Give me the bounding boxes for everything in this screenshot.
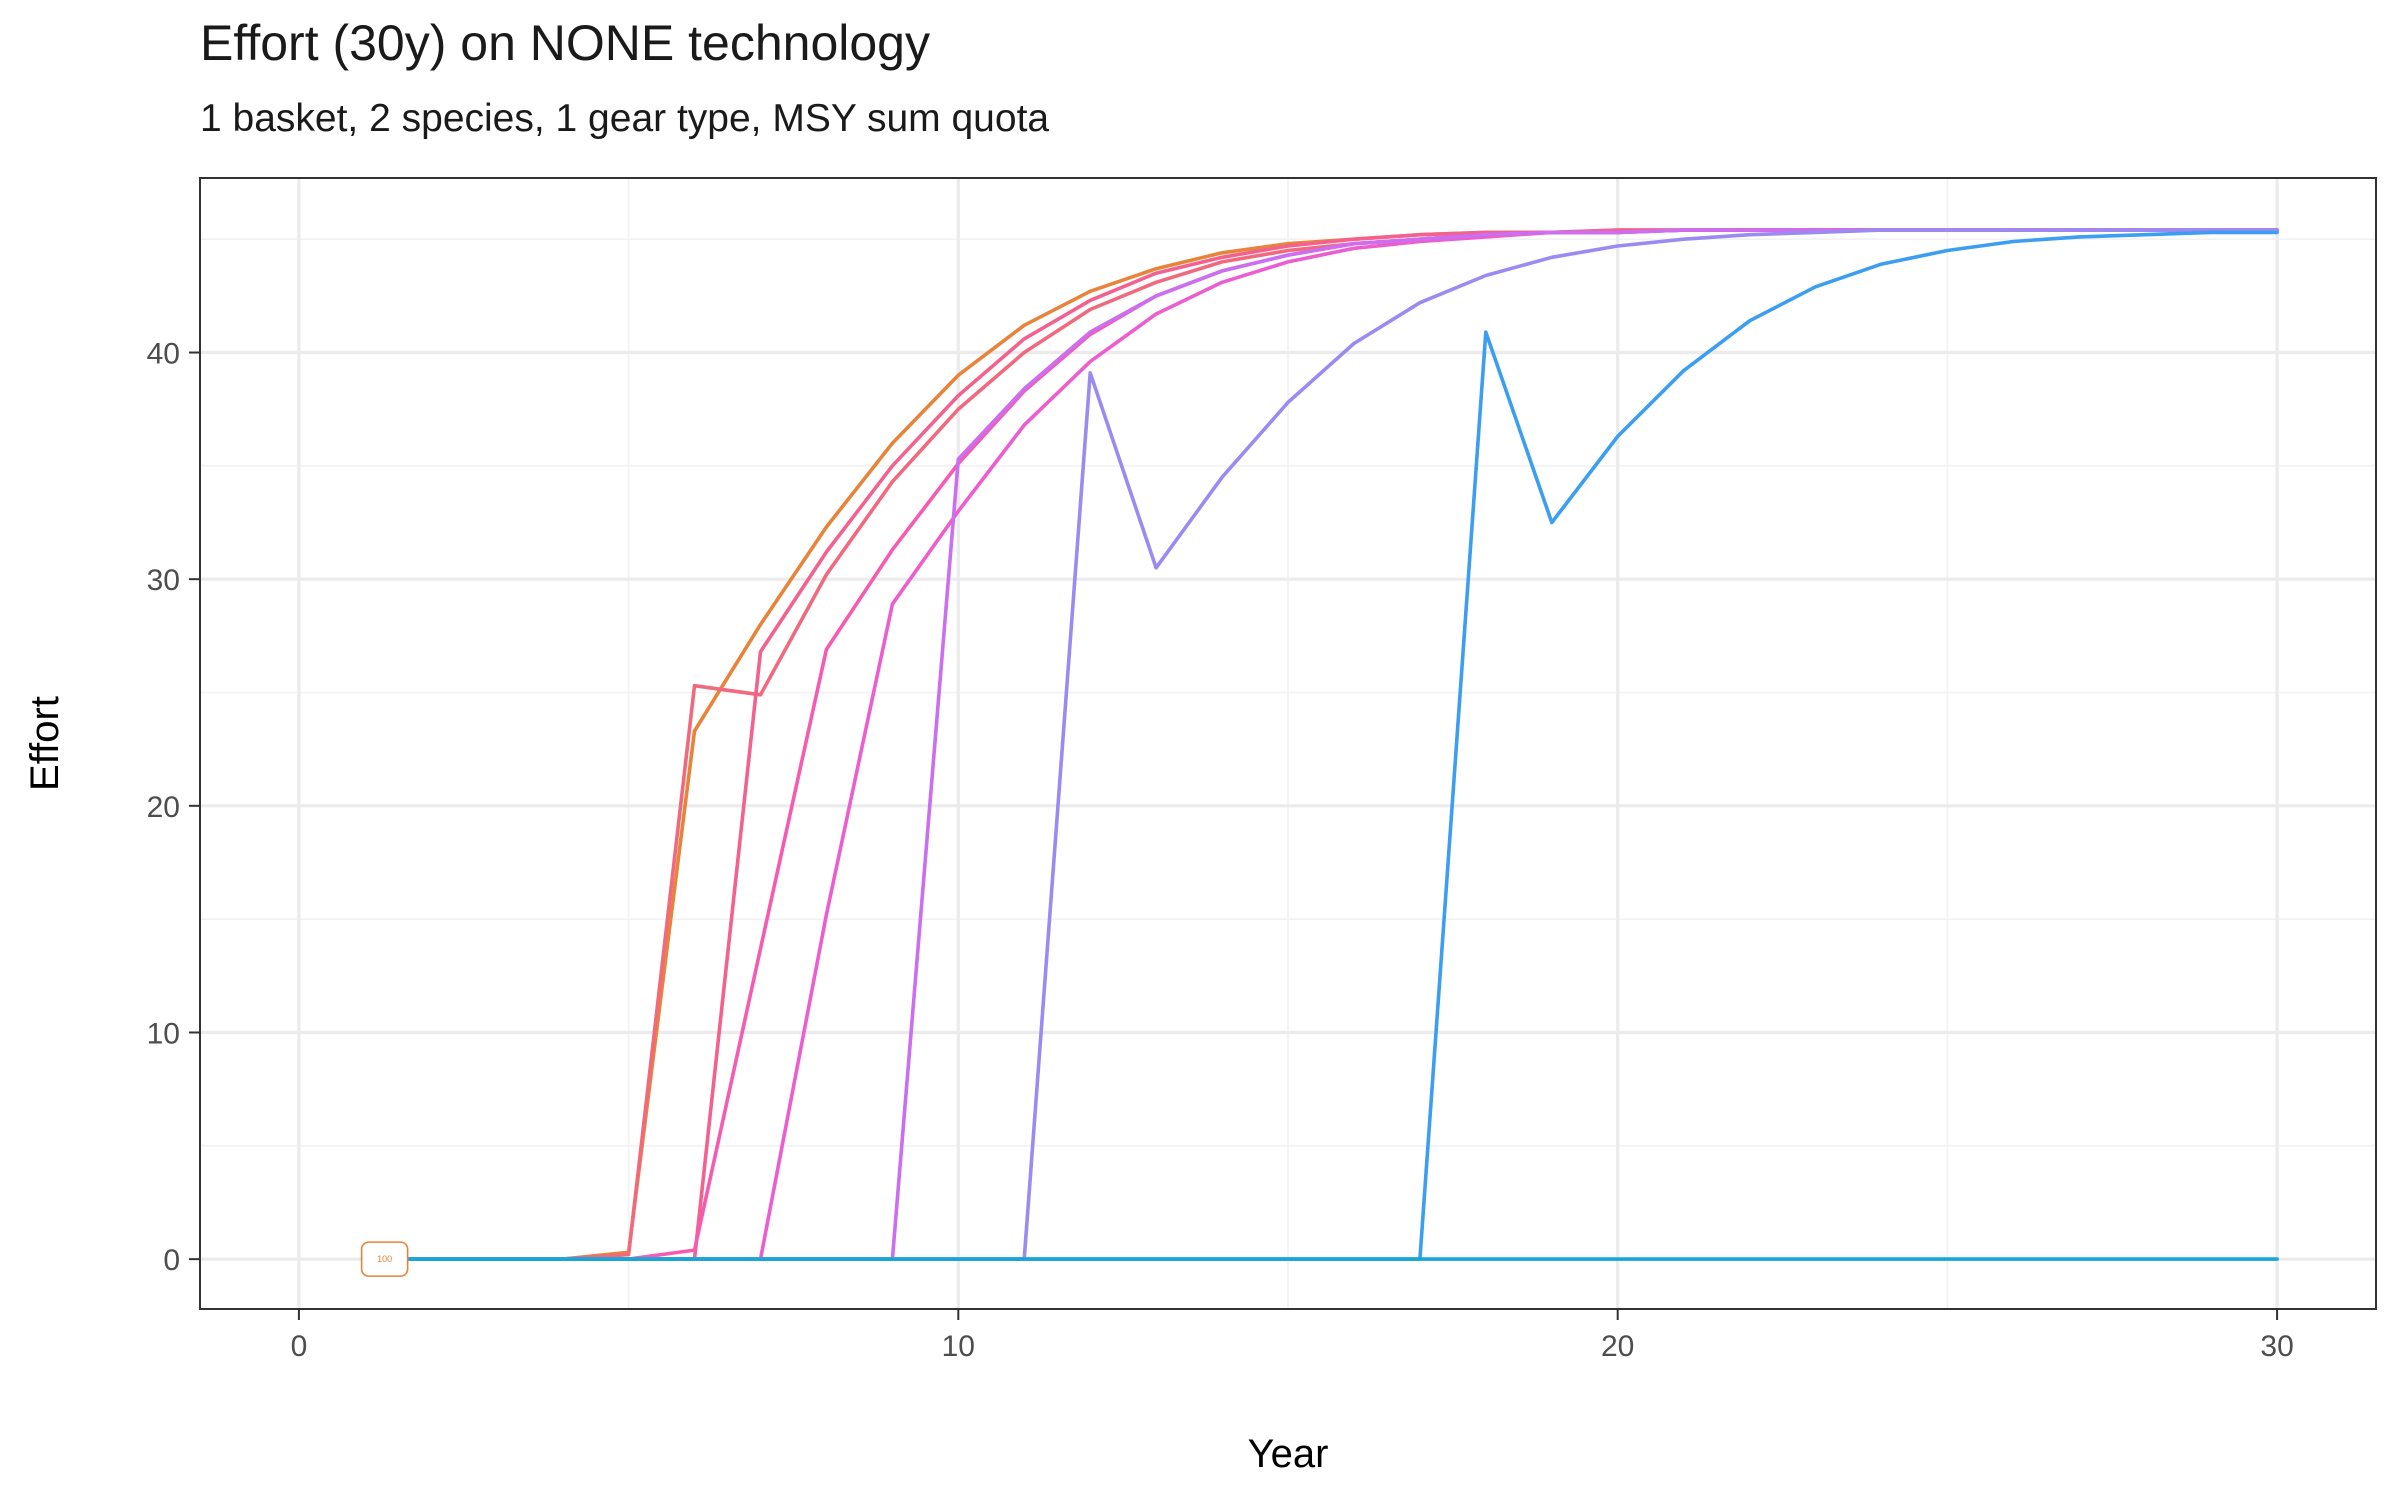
x-axis-title: Year [1248,1432,1329,1476]
x-tick-label: 10 [942,1330,975,1363]
x-tick-label: 0 [291,1330,308,1363]
y-tick-label: 20 [147,791,180,824]
y-tick-label: 10 [147,1017,180,1050]
annotation-label: 100 [377,1254,392,1264]
y-tick-label: 40 [147,338,180,371]
y-tick-label: 30 [147,564,180,597]
y-tick-label: 0 [163,1244,180,1277]
x-tick-label: 30 [2260,1330,2293,1363]
plot-panel-border [199,177,2377,1310]
x-tick-label: 20 [1601,1330,1634,1363]
chart-title: Effort (30y) on NONE technology [200,15,930,71]
annotation-box [360,1241,409,1277]
y-axis-title: Effort [23,696,67,791]
chart-subtitle: 1 basket, 2 species, 1 gear type, MSY su… [200,97,1050,140]
